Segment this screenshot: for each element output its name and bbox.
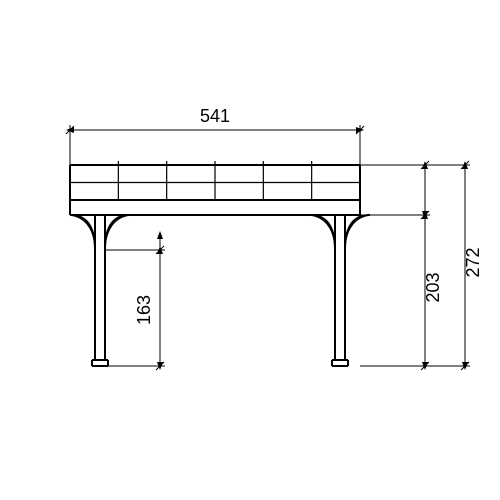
dim-height-inner: 163 [134,295,154,325]
dim-height-total: 272 [463,247,483,277]
dim-width: 541 [200,106,230,126]
technical-drawing: 541 272 203 163 [0,0,500,500]
dim-height-mid: 203 [423,272,443,302]
